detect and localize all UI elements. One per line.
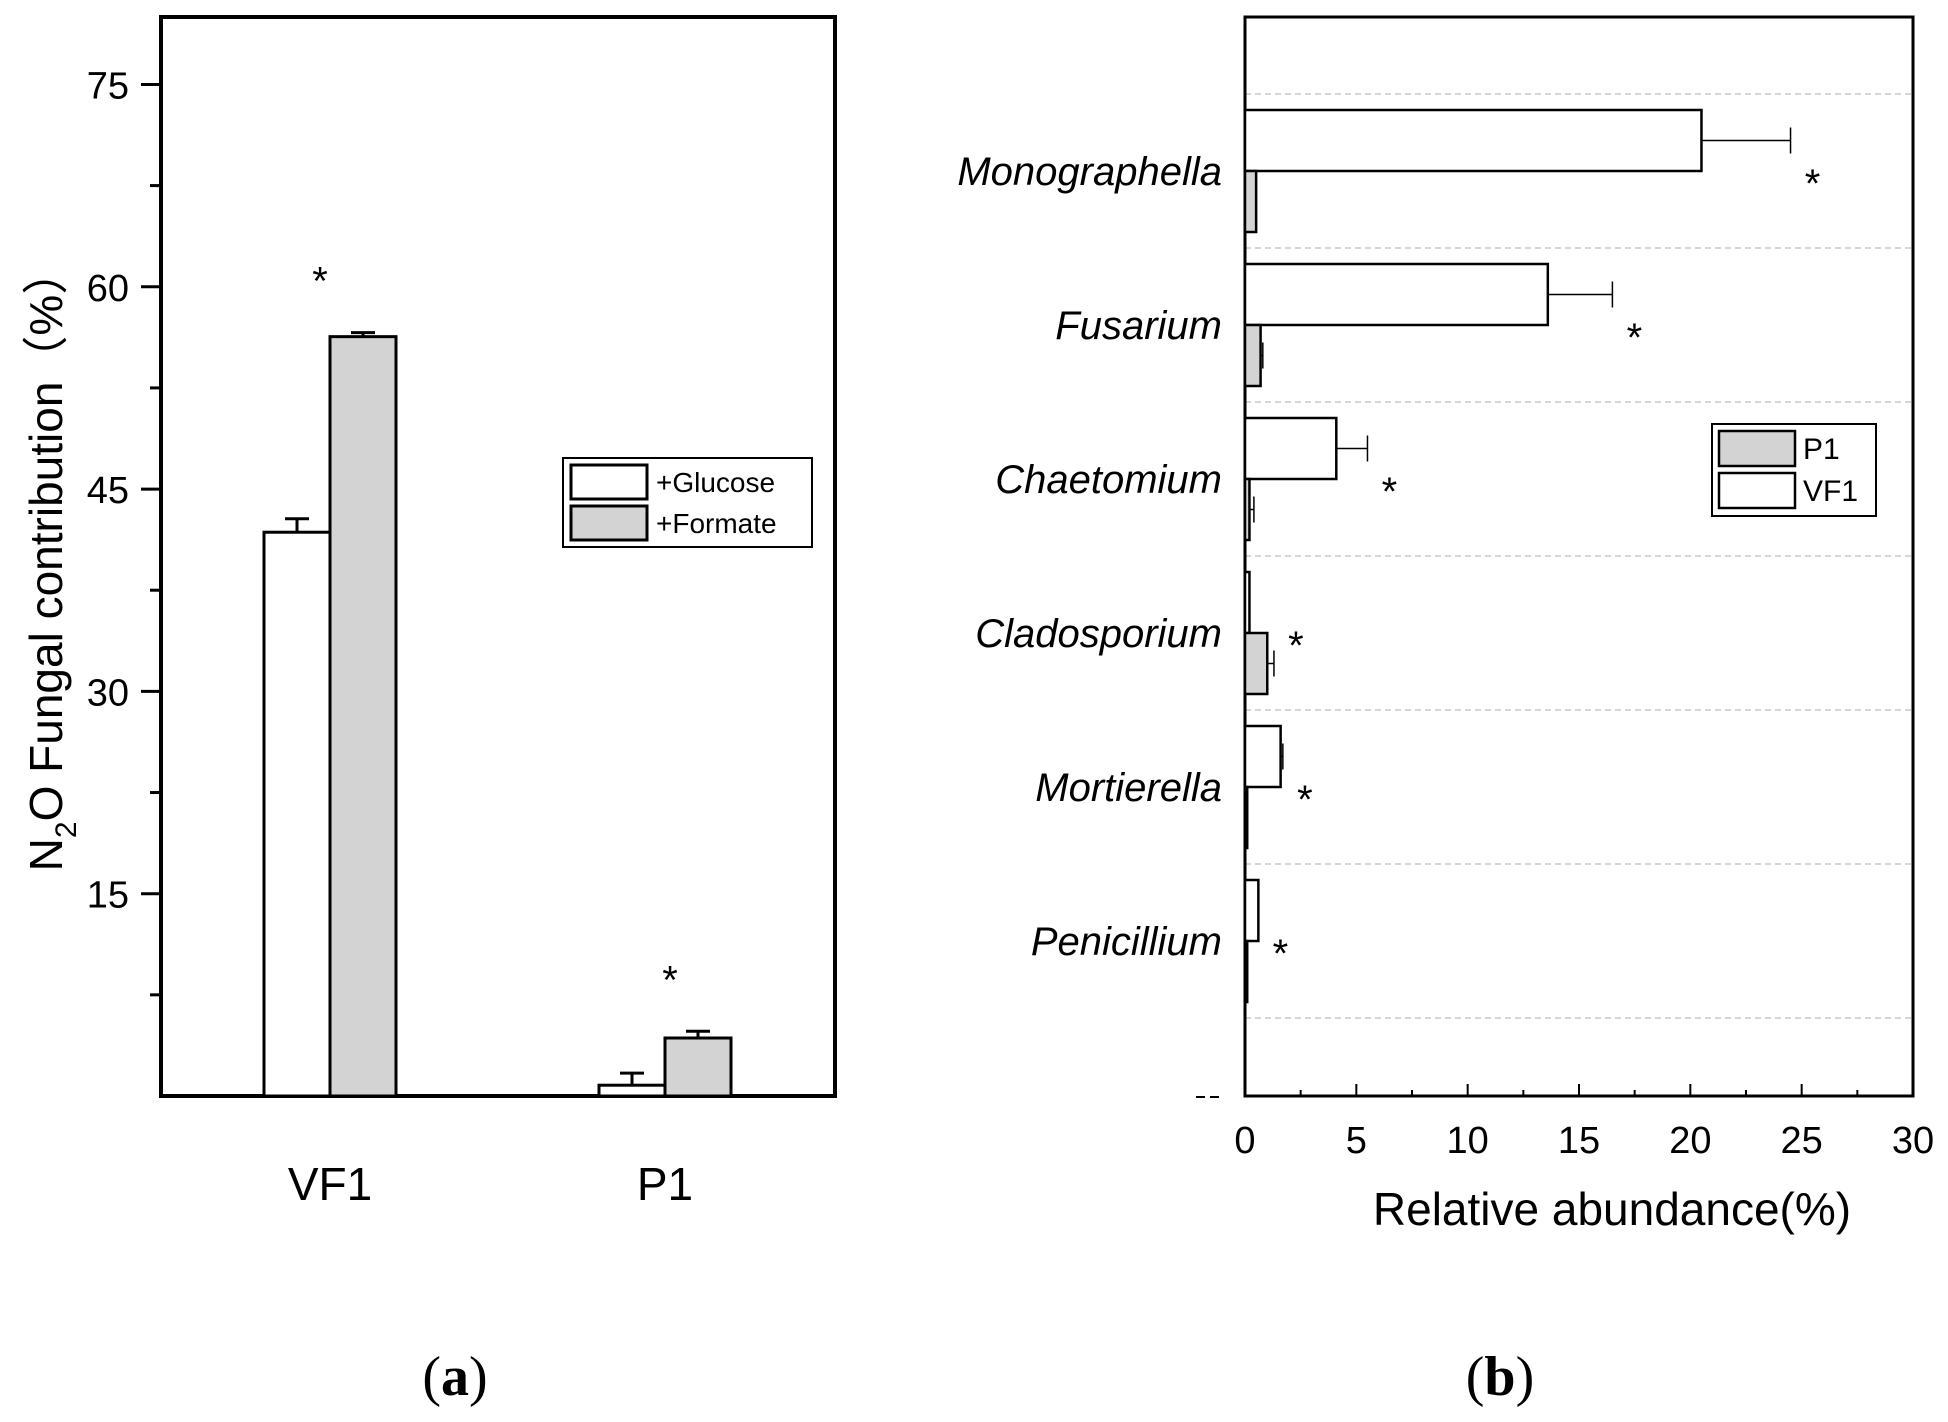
x-tick-label-b: 30 [1892,1120,1934,1162]
chart-panel-b: Monographella Fusarium Chaetomium Cladospor… [957,15,1934,1408]
x-axis-a: VF1 P1 [288,1158,693,1210]
bar-b-p1-mortierella [1243,785,1249,850]
legend-a: +Glucose +Formate [562,457,813,548]
bar-b-vf1-fusarium [1243,262,1550,327]
bar-a-formate-p1 [663,1036,733,1098]
x-tick-label-a-vf1: VF1 [288,1158,372,1210]
bar-b-vf1-chaetomium [1243,416,1338,481]
y-axis-label-a: N2O Fungal contribution（%） [20,249,83,872]
bar-b-vf1-cladosporium [1243,570,1251,635]
y-tick-label-a: 45 [87,470,129,512]
legend-swatch-b-vf1 [1717,471,1797,510]
category-labels-b: Monographella Fusarium Chaetomium Cladospor… [957,150,1222,964]
gridlines-b [1245,93,1913,1019]
significance-star-b: * [1805,162,1821,206]
legend-label-b-vf1: VF1 [1803,475,1858,508]
bar-b-p1-cladosporium [1243,631,1269,696]
category-label-b-cladosporium: Cladosporium [975,612,1222,656]
significance-star-b: * [1627,316,1643,360]
bar-b-p1-penicillium [1243,939,1249,1004]
x-tick-label-b: 10 [1447,1120,1489,1162]
legend-swatch-a-glucose [569,463,649,501]
category-label-b-chaetomium: Chaetomium [995,458,1222,502]
x-tick-label-b: 20 [1669,1120,1711,1162]
significance-star-b: * [1288,624,1304,668]
bar-a-glucose-p1 [597,1083,667,1098]
x-tick-label-a-p1: P1 [637,1158,693,1210]
legend-label-a-glucose: +Glucose [656,467,775,498]
significance-a: ** [312,260,678,1003]
significance-star-b: * [1273,932,1289,976]
bar-a-formate-vf1 [328,335,398,1098]
legend-label-b-p1: P1 [1803,433,1840,466]
bar-b-vf1-penicillium [1243,878,1260,943]
y-tick-label-a: 60 [87,268,129,310]
x-axis-label-b: Relative abundance(%) [1373,1183,1851,1235]
significance-star-a: * [662,958,678,1002]
x-tick-label-b: 25 [1781,1120,1823,1162]
bar-b-vf1-mortierella [1243,724,1282,789]
bars-a [262,331,733,1098]
legend-label-a-formate: +Formate [656,508,777,539]
significance-star-b: * [1297,778,1313,822]
category-label-b-mortierella: Mortierella [1035,766,1222,810]
significance-star-b: * [1382,470,1398,514]
panel-label-a: (a) [422,1346,487,1408]
category-label-b-fusarium: Fusarium [1055,304,1222,348]
legend-swatch-a-formate [569,504,649,542]
category-label-b-monographella: Monographella [957,150,1222,194]
significance-b: * * * * * * [1273,162,1821,976]
panel-label-b: (b) [1466,1346,1534,1408]
category-label-b-penicillium: Penicillium [1031,920,1222,964]
y-tick-label-a: 30 [87,672,129,714]
bar-b-p1-monographella [1243,169,1258,234]
bar-b-p1-chaetomium [1243,477,1251,542]
y-tick-label-a: 15 [87,875,129,917]
significance-star-a: * [312,260,328,304]
bars-b [1243,108,1792,1004]
x-tick-label-b: 15 [1558,1120,1600,1162]
x-tick-label-b: 0 [1234,1120,1255,1162]
bar-b-p1-fusarium [1243,323,1262,388]
x-tick-label-b: 5 [1346,1120,1367,1162]
bar-a-glucose-vf1 [262,530,332,1098]
y-tick-label-a: 75 [87,65,129,107]
y-axis-a: 15 30 45 60 75 [87,65,161,997]
x-axis-b: 0 5 10 15 20 25 30 [1234,1084,1934,1162]
plot-frame-a [159,15,837,1098]
legend-swatch-b-p1 [1717,429,1797,468]
bar-b-vf1-monographella [1243,108,1703,173]
